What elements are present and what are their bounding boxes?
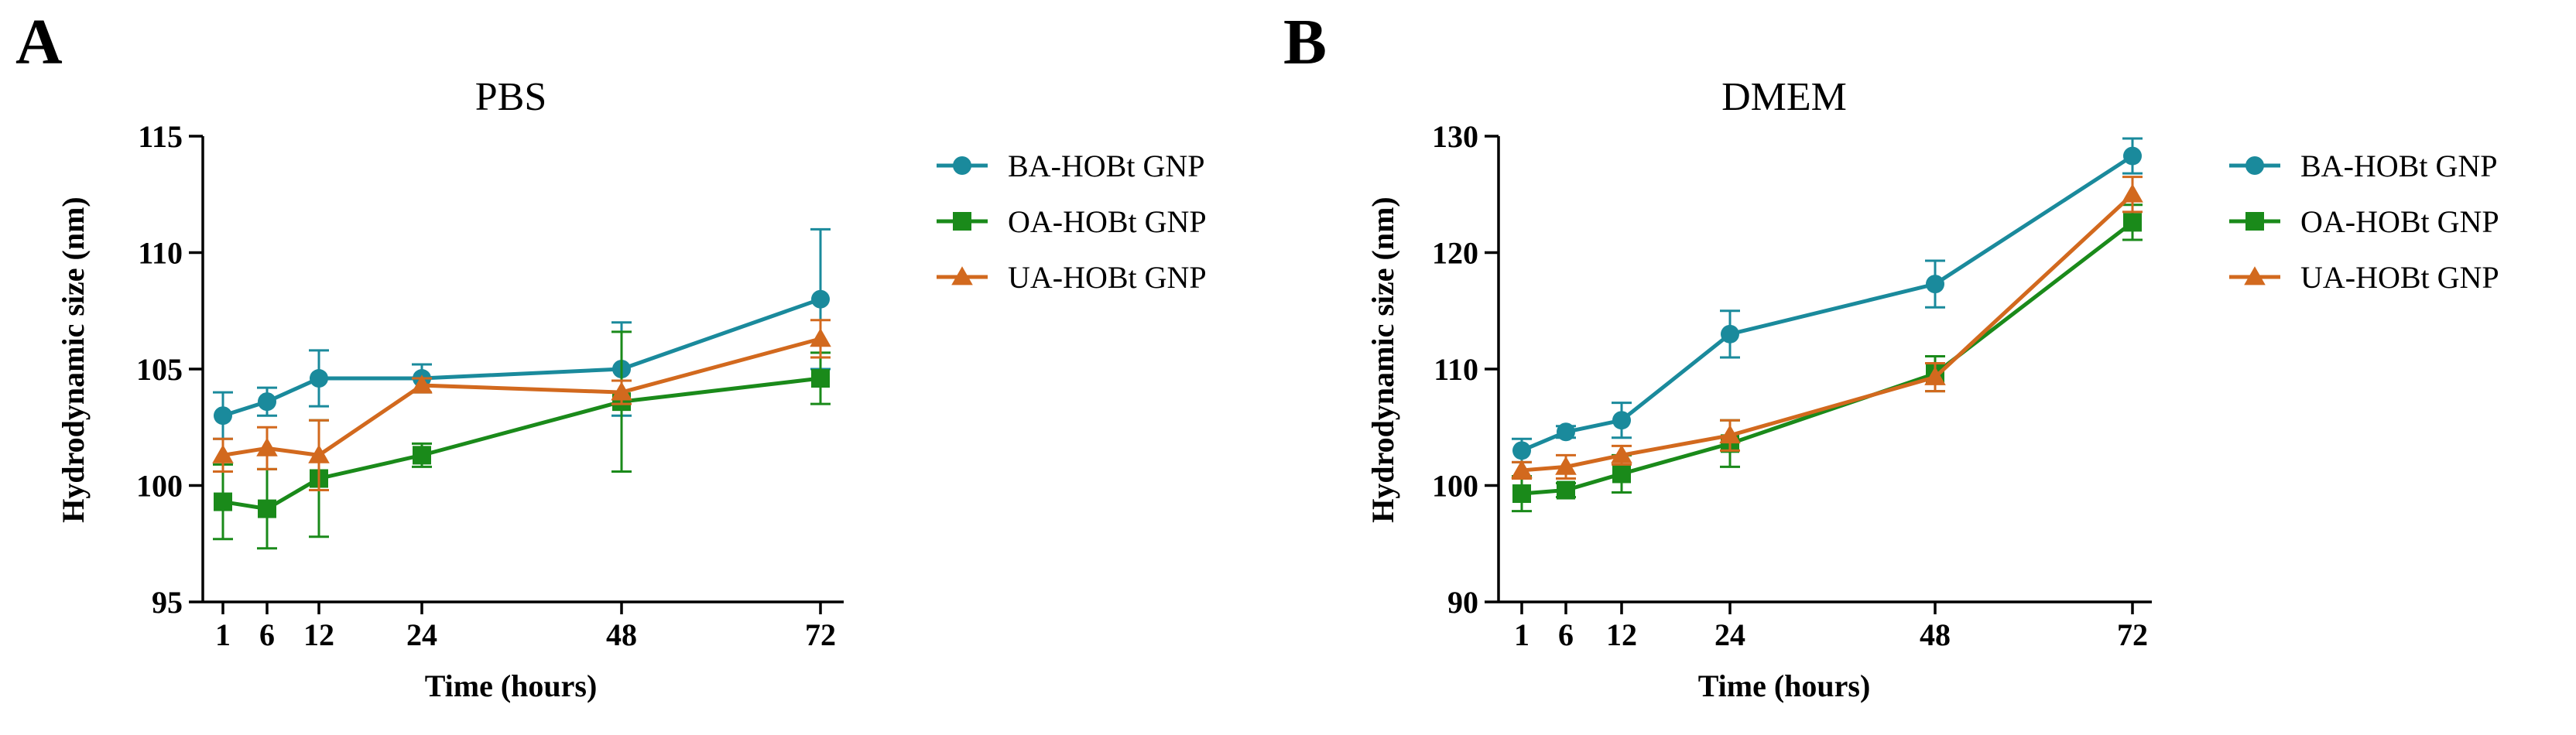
- panel-a: A PBS Hydrodynamic size (nm) Time (hours…: [15, 6, 1207, 703]
- y-tick-label-a: 95: [152, 585, 183, 620]
- chart-title-a: PBS: [475, 75, 547, 119]
- x-tick-label-a: 48: [606, 617, 637, 652]
- data-point: [258, 392, 276, 412]
- data-point: [1719, 424, 1741, 444]
- data-point: [1721, 324, 1739, 344]
- data-point: [1557, 480, 1575, 500]
- x-tick-label-a: 24: [406, 617, 437, 652]
- y-axis-label-b: Hydrodynamic size (nm): [1365, 197, 1400, 522]
- data-point: [310, 369, 328, 388]
- y-tick-label-a: 105: [136, 352, 183, 387]
- y-tick-label-b: 120: [1432, 236, 1478, 271]
- data-point: [2123, 213, 2142, 232]
- data-point: [810, 328, 831, 347]
- legend-marker: [2244, 266, 2266, 285]
- legend-label: BA-HOBt GNP: [1008, 149, 1204, 183]
- data-point: [2122, 183, 2143, 203]
- series-line: [1521, 220, 2134, 496]
- legend-b: BA-HOBt GNP OA-HOBt GNP UA-HOBt GNP: [2229, 149, 2499, 295]
- chart-title-b: DMEM: [1721, 75, 1847, 119]
- legend-item-ua-hobt-gnp: UA-HOBt GNP: [937, 260, 1207, 295]
- legend-marker: [953, 156, 971, 175]
- data-point: [214, 492, 232, 511]
- x-tick-label-a: 1: [215, 617, 231, 652]
- data-point: [256, 437, 278, 456]
- series-ua-hobt-gnp-a: [212, 319, 831, 492]
- data-point: [258, 499, 276, 518]
- data-point: [1612, 464, 1631, 484]
- x-tick-label-b: 72: [2117, 617, 2148, 652]
- data-point: [1926, 275, 1944, 294]
- data-point: [611, 381, 632, 401]
- x-tick-label-b: 48: [1920, 617, 1951, 652]
- series-oa-hobt-gnp-a: [213, 330, 831, 550]
- data-point: [1557, 422, 1575, 442]
- x-axis-label-b: Time (hours): [1698, 668, 1871, 703]
- data-point: [811, 369, 830, 388]
- series-ua-hobt-gnp-b: [1511, 176, 2143, 480]
- panel-label-b: B: [1283, 6, 1327, 78]
- x-tick-label-b: 24: [1714, 617, 1745, 652]
- y-tick-label-a: 100: [136, 469, 183, 504]
- x-tick-label-b: 6: [1558, 617, 1574, 652]
- data-point: [411, 374, 433, 394]
- data-point: [1511, 460, 1533, 479]
- legend-marker: [951, 266, 973, 285]
- y-tick-label-b: 130: [1432, 119, 1478, 154]
- x-tick-label-b: 1: [1514, 617, 1530, 652]
- y-tick-label-b: 90: [1447, 585, 1478, 620]
- series-oa-hobt-gnp-b: [1512, 203, 2143, 513]
- series-line: [222, 297, 821, 418]
- ticks-b: 90 100 110 120 130 1 6 12 24 48 72: [1432, 119, 2148, 652]
- y-tick-label-a: 110: [138, 236, 183, 271]
- series-line: [1521, 193, 2134, 473]
- legend-item-ua-hobt-gnp: UA-HOBt GNP: [2229, 260, 2499, 295]
- legend-marker: [2245, 156, 2264, 175]
- data-point: [214, 406, 232, 426]
- data-point: [1612, 411, 1631, 430]
- legend-label: OA-HOBt GNP: [2300, 204, 2499, 239]
- legend-label: UA-HOBt GNP: [2300, 260, 2499, 295]
- x-axis-label-a: Time (hours): [425, 668, 598, 703]
- series-ba-hobt-gnp-b: [1512, 137, 2143, 463]
- legend-marker: [953, 212, 971, 231]
- data-point: [1555, 456, 1577, 475]
- legend-label: UA-HOBt GNP: [1008, 260, 1207, 295]
- legend-label: OA-HOBt GNP: [1008, 204, 1207, 239]
- data-point: [413, 446, 431, 465]
- legend-item-ba-hobt-gnp: BA-HOBt GNP: [937, 149, 1204, 183]
- legend-label: BA-HOBt GNP: [2300, 149, 2497, 183]
- data-point: [212, 444, 234, 463]
- data-point: [1512, 484, 1531, 504]
- data-point: [2123, 146, 2142, 166]
- legend-item-ba-hobt-gnp: BA-HOBt GNP: [2229, 149, 2497, 183]
- data-point: [1512, 441, 1531, 460]
- data-point: [308, 444, 330, 463]
- legend-marker: [2245, 212, 2264, 231]
- data-point: [811, 289, 830, 309]
- ticks-a: 95 100 105 110 115 1 6 12 24 48 72: [136, 119, 836, 652]
- series-line: [222, 337, 821, 457]
- panel-label-a: A: [15, 6, 63, 78]
- x-tick-label-a: 72: [805, 617, 836, 652]
- x-tick-label-a: 6: [259, 617, 275, 652]
- plot-area-a: [212, 227, 831, 550]
- series-ba-hobt-gnp-a: [213, 227, 831, 440]
- y-tick-label-b: 110: [1434, 352, 1478, 387]
- legend-item-oa-hobt-gnp: OA-HOBt GNP: [2229, 204, 2499, 239]
- plot-area-b: [1511, 137, 2143, 513]
- y-tick-label-b: 100: [1432, 469, 1478, 504]
- data-point: [1611, 444, 1632, 463]
- x-tick-label-a: 12: [303, 617, 334, 652]
- legend-item-oa-hobt-gnp: OA-HOBt GNP: [937, 204, 1207, 239]
- x-tick-label-b: 12: [1606, 617, 1637, 652]
- y-axis-label-a: Hydrodynamic size (nm): [56, 197, 91, 522]
- data-point: [1924, 366, 1946, 385]
- legend-a: BA-HOBt GNP OA-HOBt GNP UA-HOBt GNP: [937, 149, 1207, 295]
- panel-b: B DMEM Hydrodynamic size (nm) Time (hour…: [1283, 6, 2499, 703]
- y-tick-label-a: 115: [138, 119, 183, 154]
